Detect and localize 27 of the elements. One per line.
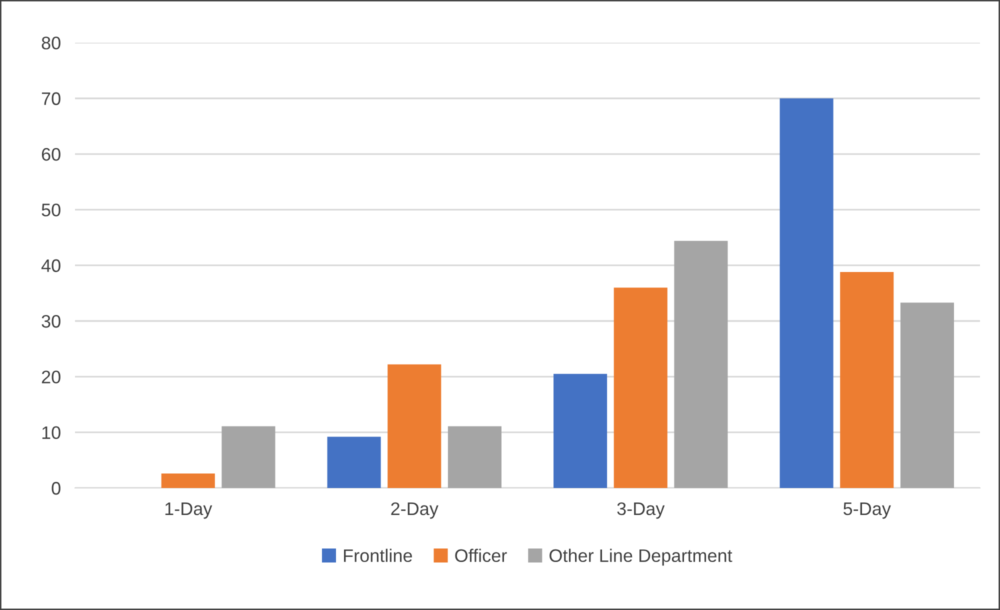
bar bbox=[780, 98, 834, 488]
legend-label: Officer bbox=[455, 548, 507, 562]
bar bbox=[327, 436, 381, 488]
x-tick-label: 2-Day bbox=[391, 502, 438, 519]
y-tick-label: 50 bbox=[42, 204, 60, 216]
y-tick-label: 0 bbox=[52, 482, 60, 495]
bar bbox=[448, 426, 502, 488]
x-tick-label: 3-Day bbox=[617, 502, 665, 519]
y-tick-label: 30 bbox=[42, 314, 60, 328]
x-tick-label: 1-Day bbox=[165, 502, 212, 519]
legend-label: Other Line Department bbox=[550, 548, 732, 566]
x-tick-label: 5-Day bbox=[844, 502, 891, 519]
y-tick-label: 20 bbox=[42, 370, 60, 384]
bar bbox=[554, 374, 608, 488]
bar bbox=[222, 426, 276, 488]
legend-label: Frontline bbox=[344, 548, 412, 562]
y-tick-label: 40 bbox=[41, 259, 60, 272]
bar bbox=[614, 288, 668, 488]
bar bbox=[388, 364, 442, 488]
y-tick-label: 60 bbox=[42, 148, 60, 161]
bar bbox=[900, 302, 954, 488]
bar bbox=[674, 240, 728, 488]
y-tick-label: 10 bbox=[42, 426, 60, 440]
bar bbox=[161, 474, 215, 488]
bar bbox=[840, 272, 894, 488]
y-tick-label: 70 bbox=[42, 92, 60, 106]
y-tick-label: 80 bbox=[42, 36, 60, 50]
